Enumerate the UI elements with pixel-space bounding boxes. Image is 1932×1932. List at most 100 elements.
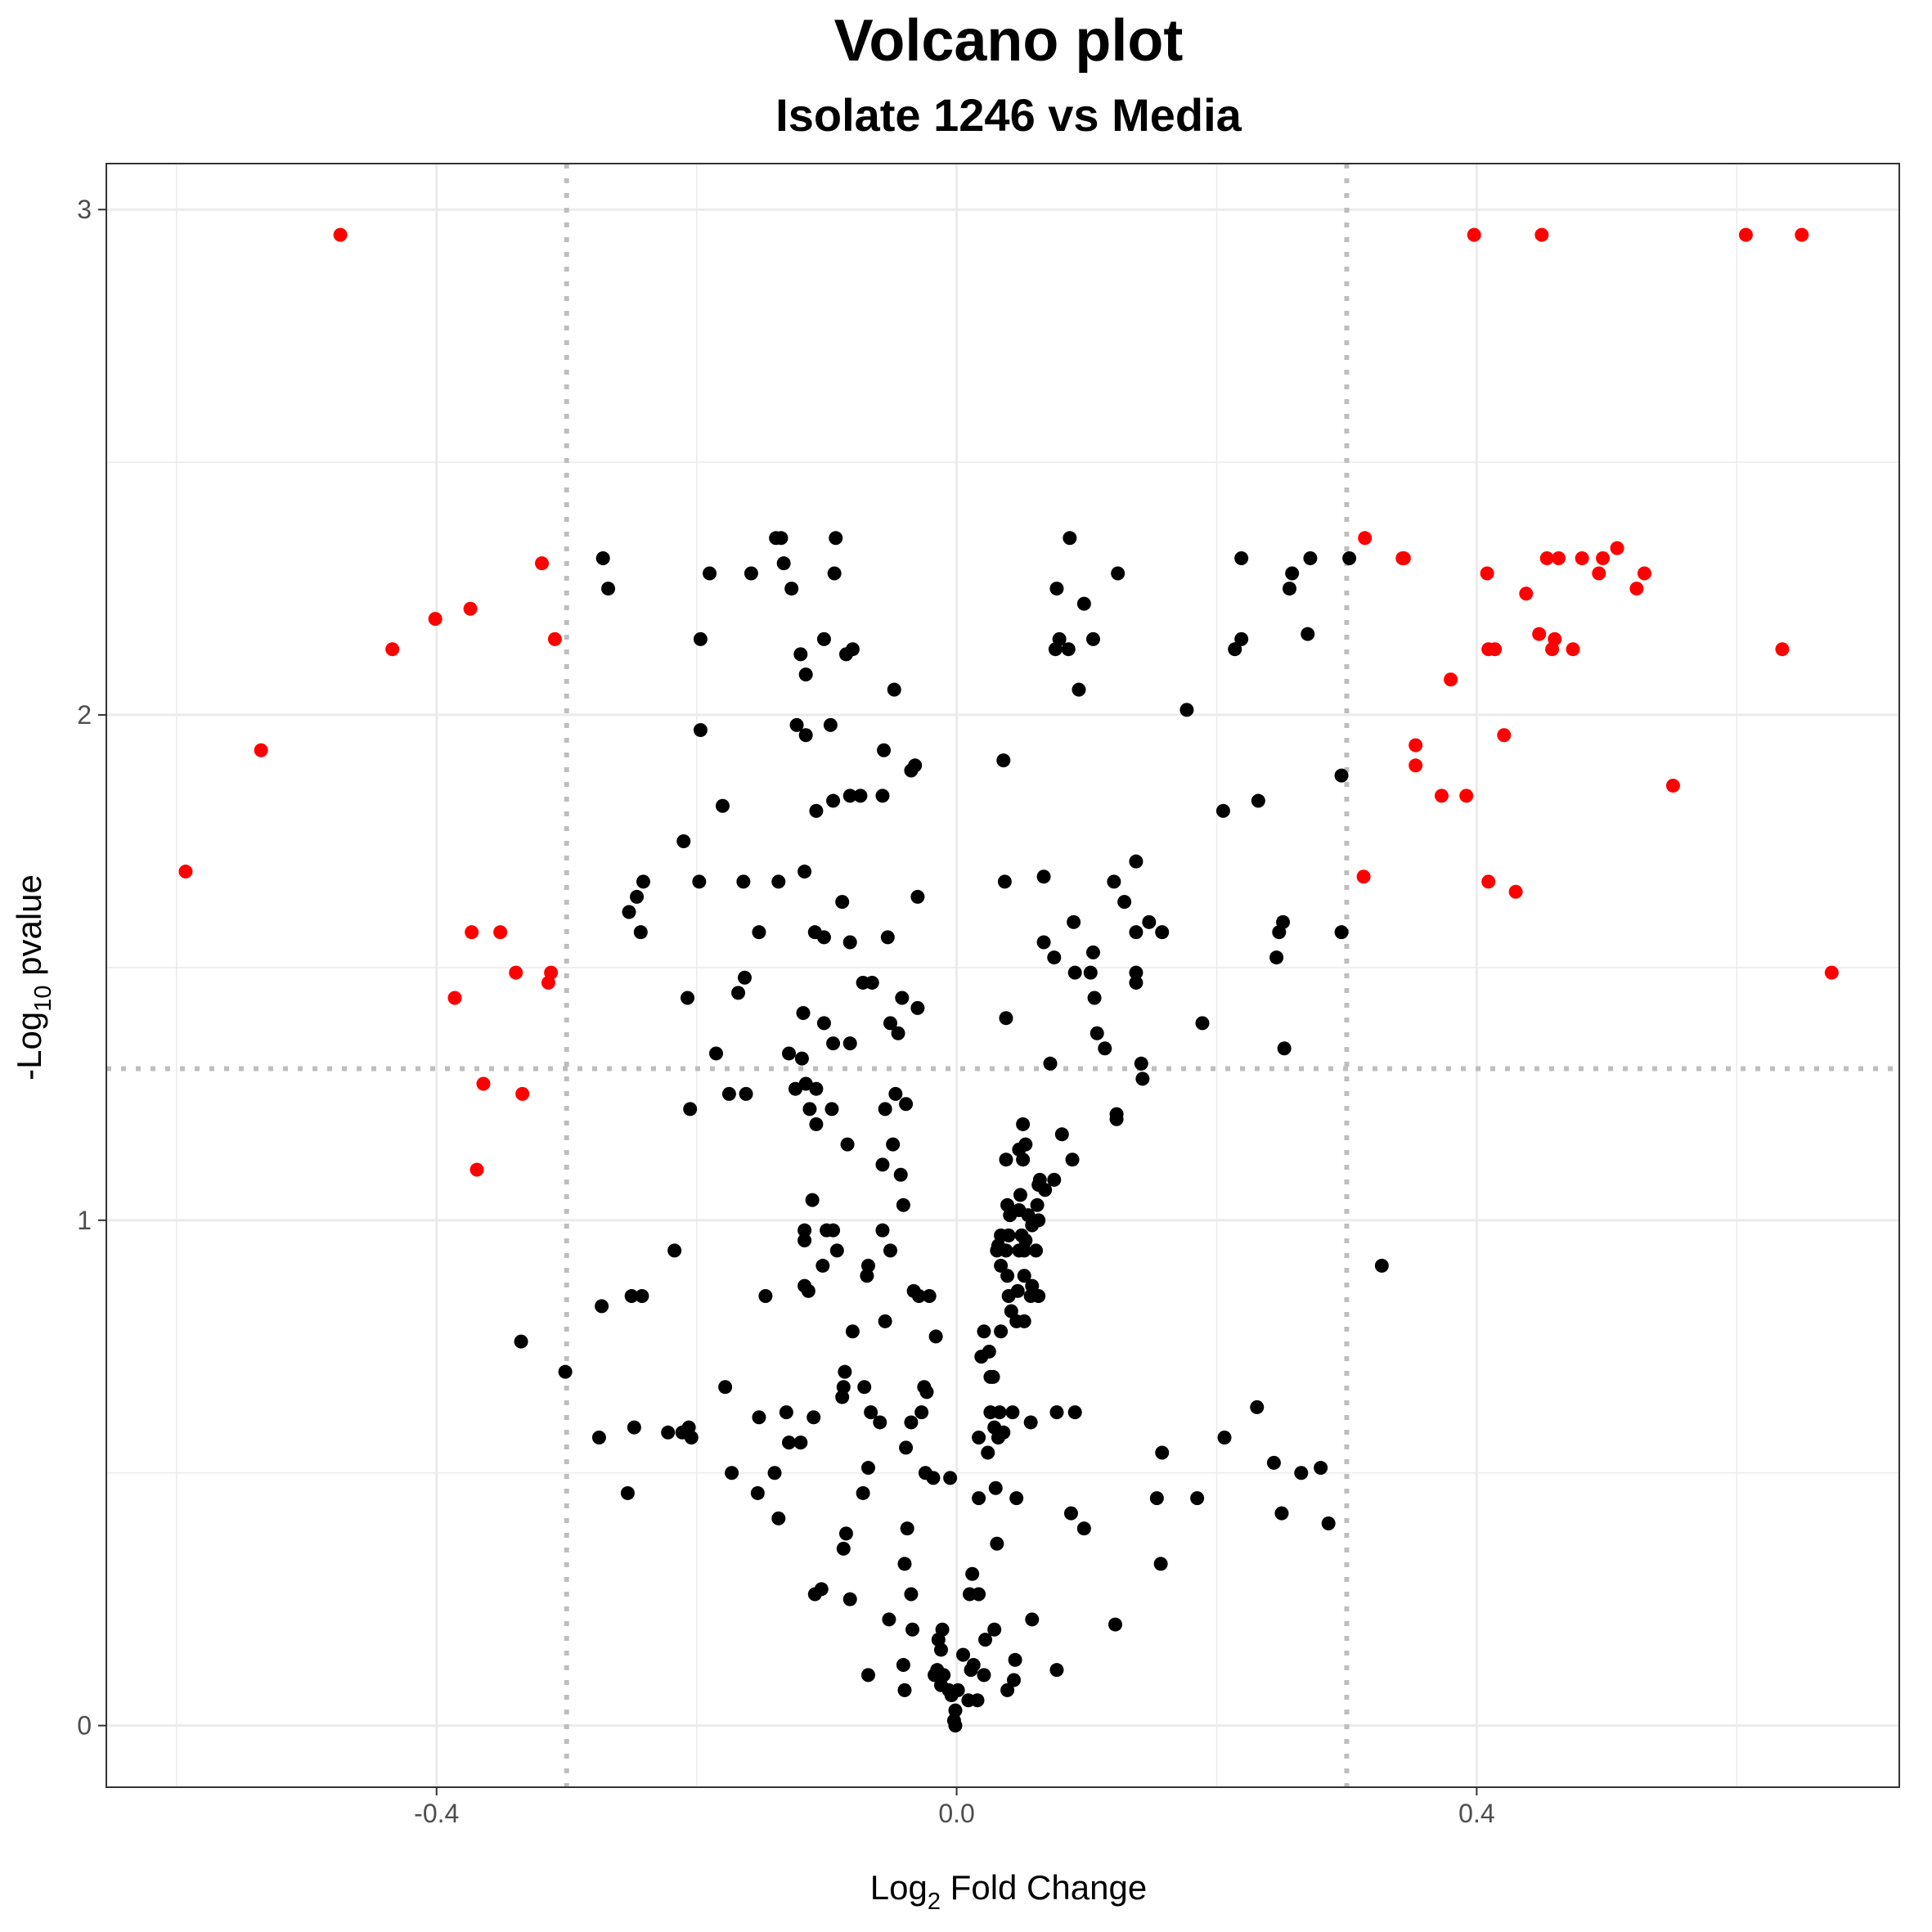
nonsignificant-point (1190, 1491, 1205, 1506)
nonsignificant-point (1266, 1455, 1281, 1470)
nonsignificant-point (1049, 582, 1064, 596)
nonsignificant-point (622, 905, 636, 919)
significant-point (1409, 738, 1423, 753)
panel-border (106, 163, 1900, 1788)
nonsignificant-point (860, 1668, 875, 1683)
significant-point (1629, 582, 1644, 596)
significant-point (1795, 227, 1809, 242)
nonsignificant-point (1005, 1405, 1020, 1420)
nonsignificant-point (1179, 703, 1194, 717)
nonsignificant-point (928, 1329, 943, 1344)
nonsignificant-point (793, 1436, 808, 1450)
nonsignificant-point (845, 642, 860, 657)
nonsignificant-point (880, 930, 895, 945)
nonsignificant-point (864, 1405, 878, 1420)
chart-subtitle: Isolate 1246 vs Media (775, 89, 1242, 141)
significant-point (1444, 672, 1458, 687)
nonsignificant-point (1269, 950, 1284, 965)
nonsignificant-point (1085, 945, 1100, 959)
significant-point (1434, 789, 1449, 803)
nonsignificant-point (736, 874, 751, 889)
significant-point (1539, 551, 1554, 566)
nonsignificant-point (1025, 1278, 1040, 1293)
nonsignificant-point (709, 1046, 724, 1061)
nonsignificant-point (1334, 925, 1349, 940)
nonsignificant-point (1250, 1400, 1265, 1414)
nonsignificant-point (899, 1097, 914, 1112)
nonsignificant-point (661, 1425, 676, 1440)
significant-point (1592, 566, 1606, 581)
nonsignificant-point (896, 1197, 910, 1212)
nonsignificant-point (1036, 869, 1051, 884)
nonsignificant-point (1294, 1466, 1309, 1480)
nonsignificant-point (994, 1324, 1009, 1339)
nonsignificant-point (972, 1491, 986, 1506)
nonsignificant-point (1017, 1269, 1031, 1283)
nonsignificant-point (788, 1081, 802, 1096)
nonsignificant-point (595, 551, 610, 566)
nonsignificant-point (806, 1410, 821, 1425)
nonsignificant-point (974, 1350, 989, 1364)
x-axis-label-rest: Fold Change (941, 1868, 1147, 1907)
nonsignificant-point (978, 1633, 993, 1647)
nonsignificant-point (873, 1415, 887, 1430)
nonsignificant-point (816, 930, 831, 945)
nonsignificant-point (860, 1258, 875, 1273)
significant-point (1467, 227, 1481, 242)
nonsignificant-point (824, 1102, 839, 1117)
significant-point (1575, 551, 1589, 566)
nonsignificant-point (948, 1703, 963, 1718)
nonsignificant-point (776, 556, 791, 571)
nonsignificant-point (887, 682, 901, 697)
nonsignificant-point (996, 753, 1011, 768)
nonsignificant-point (816, 631, 831, 646)
nonsignificant-point (683, 1102, 698, 1117)
nonsignificant-point (1031, 1213, 1046, 1228)
significant-point (476, 1076, 491, 1091)
nonsignificant-point (1134, 1056, 1148, 1071)
nonsignificant-point (842, 935, 857, 950)
nonsignificant-point (692, 874, 707, 889)
nonsignificant-point (1049, 1405, 1064, 1420)
nonsignificant-point (1047, 950, 1062, 965)
significant-point (470, 1162, 484, 1177)
nonsignificant-point (977, 1324, 991, 1339)
nonsignificant-point (693, 723, 708, 738)
nonsignificant-point (966, 1657, 981, 1672)
nonsignificant-point (809, 1081, 824, 1096)
nonsignificant-point (809, 803, 824, 818)
nonsignificant-point (1374, 1258, 1389, 1273)
nonsignificant-point (1109, 1107, 1124, 1121)
nonsignificant-point (1342, 551, 1357, 566)
nonsignificant-point (1129, 925, 1143, 940)
nonsignificant-point (886, 1137, 901, 1152)
nonsignificant-point (900, 1521, 914, 1536)
nonsignificant-point (1067, 1405, 1082, 1420)
nonsignificant-point (972, 1587, 986, 1602)
nonsignificant-point (1282, 582, 1296, 596)
nonsignificant-point (860, 1461, 875, 1476)
nonsignificant-point (919, 1385, 934, 1400)
y-tick-label: 3 (77, 195, 92, 224)
nonsignificant-point (1054, 1127, 1069, 1142)
nonsignificant-point (829, 531, 843, 546)
significant-point (515, 1086, 530, 1101)
nonsignificant-point (987, 1420, 1002, 1435)
nonsignificant-point (693, 631, 708, 646)
nonsignificant-point (1135, 1072, 1150, 1086)
nonsignificant-point (1076, 1521, 1091, 1536)
nonsignificant-point (1025, 1612, 1040, 1627)
nonsignificant-point (815, 1258, 830, 1273)
nonsignificant-point (1155, 1445, 1170, 1460)
nonsignificant-point (796, 1006, 811, 1021)
threshold-lines (106, 164, 1899, 1787)
nonsignificant-point (1063, 1506, 1078, 1521)
nonsignificant-point (910, 1000, 925, 1015)
nonsignificant-point (784, 582, 799, 596)
axis-ticks: -0.4 0.0 0.4 0 1 2 3 (77, 195, 1494, 1828)
nonsignificant-point (816, 1016, 831, 1031)
nonsignificant-point (1083, 965, 1098, 980)
nonsignificant-point (943, 1471, 958, 1485)
nonsignificant-point (636, 874, 650, 889)
nonsignificant-point (829, 1243, 844, 1258)
